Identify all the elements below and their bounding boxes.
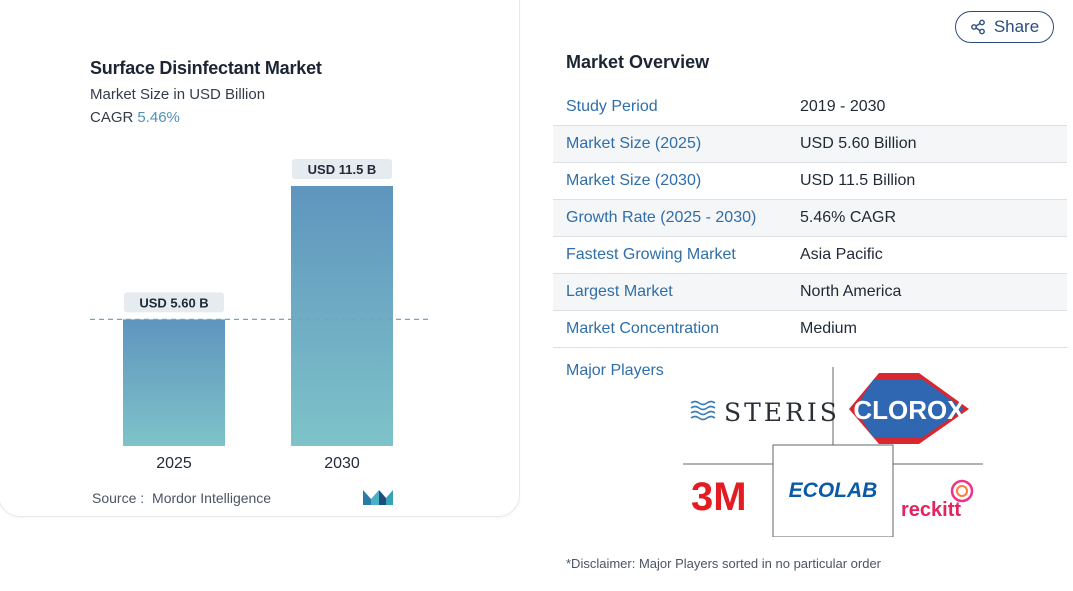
cagr-value: 5.46% [137,109,180,126]
overview-row: Study Period 2019 - 2030 [553,89,1067,126]
bar-2030 [291,186,393,446]
mordor-logo-icon [363,490,393,505]
chart-cagr: CAGR 5.46% [90,109,180,126]
data-label-bg [124,292,224,313]
overview-row: Growth Rate (2025 - 2030) 5.46% CAGR [553,200,1067,237]
overview-title: Market Overview [566,52,710,72]
overview-row: Largest Market North America [553,274,1067,311]
overview-row: Market Size (2030) USD 11.5 Billion [553,163,1067,200]
row-value-market-size-2030: USD 11.5 Billion [800,172,916,189]
svg-text:ECOLAB: ECOLAB [789,479,878,502]
chart-subtitle: Market Size in USD Billion [90,86,266,103]
source-name: Mordor Intelligence [152,490,272,506]
ecolab-logo: ECOLAB [789,479,878,502]
disclaimer: *Disclaimer: Major Players sorted in no … [566,556,882,571]
steris-logo: STERIS [690,398,840,427]
row-label-study-period[interactable]: Study Period [566,98,658,115]
row-label-largest-market[interactable]: Largest Market [566,283,673,300]
row-value-largest-market: North America [800,283,902,300]
data-label-2025: USD 5.60 B [139,295,208,310]
chart-card [0,0,520,517]
svg-text:CLOROX: CLOROX [853,395,965,425]
row-label-market-size-2025[interactable]: Market Size (2025) [566,135,702,152]
row-label-fastest-growing[interactable]: Fastest Growing Market [566,246,736,263]
overview-row: Market Concentration Medium [553,311,1067,348]
source-line: Source : Mordor Intelligence [92,490,271,506]
major-players-logos: STERIS CLOROX 3M ECOLAB reckitt [683,367,983,537]
row-value-study-period: 2019 - 2030 [800,98,886,115]
row-value-market-concentration: Medium [800,320,857,337]
cagr-label: CAGR [90,109,134,126]
svg-text:3M: 3M [691,475,747,519]
source-label: Source : [92,490,145,506]
row-label-growth-rate[interactable]: Growth Rate (2025 - 2030) [566,209,757,226]
data-label-2030: USD 11.5 B [308,162,377,177]
share-button[interactable]: Share [955,11,1054,43]
3m-logo: 3M [691,475,747,519]
share-label: Share [993,17,1040,36]
row-value-market-size-2025: USD 5.60 Billion [800,135,917,152]
major-players-label[interactable]: Major Players [566,362,664,379]
overview-table: Study Period 2019 - 2030 Market Size (20… [553,89,1067,348]
x-tick-2025: 2025 [156,455,192,472]
overview-row: Fastest Growing Market Asia Pacific [553,237,1067,274]
svg-text:STERIS: STERIS [724,398,840,427]
row-label-market-size-2030[interactable]: Market Size (2030) [566,172,702,189]
bar-chart: USD 5.60 B 2025 USD 11.5 B 2030 [90,159,430,472]
row-value-fastest-growing: Asia Pacific [800,246,883,263]
share-icon [970,19,985,35]
data-label-bg [292,159,392,179]
row-value-growth-rate: 5.46% CAGR [800,209,897,226]
svg-text:reckitt: reckitt [901,499,961,521]
clorox-logo: CLOROX [849,373,969,444]
row-label-market-concentration[interactable]: Market Concentration [566,320,719,337]
reckitt-logo: reckitt [901,479,974,521]
bar-2025 [123,319,225,446]
chart-title: Surface Disinfectant Market [90,58,322,78]
overview-row: Market Size (2025) USD 5.60 Billion [553,126,1067,163]
x-tick-2030: 2030 [324,455,360,472]
